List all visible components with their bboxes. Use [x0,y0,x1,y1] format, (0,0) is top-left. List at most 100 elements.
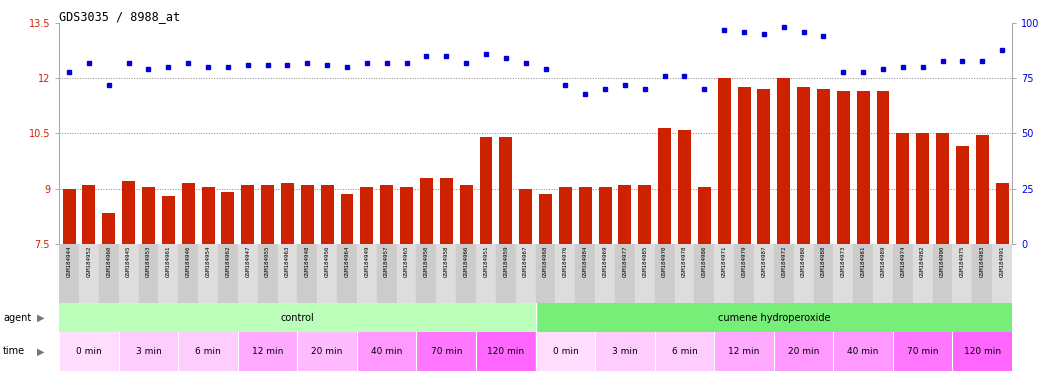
Bar [714,332,773,371]
Bar [794,244,814,303]
Text: GSM184983: GSM184983 [980,246,985,277]
Bar [995,183,1009,244]
Bar [480,137,492,244]
Bar [655,244,675,303]
Bar [536,332,595,371]
Bar [953,244,973,303]
Text: GSM184947: GSM184947 [245,246,250,277]
Bar [992,244,1012,303]
Bar [238,332,297,371]
Text: 120 min: 120 min [963,347,1001,356]
Bar [595,244,614,303]
Bar [694,244,714,303]
Text: GSM184977: GSM184977 [623,246,627,277]
Text: GSM184985: GSM184985 [643,246,648,277]
Text: 3 min: 3 min [136,347,161,356]
Text: 20 min: 20 min [311,347,343,356]
Bar [99,244,118,303]
Bar [956,146,968,244]
Text: GSM184956: GSM184956 [325,246,330,277]
Bar [301,185,313,244]
Bar [218,244,238,303]
Bar [834,244,853,303]
Bar [516,244,536,303]
Bar [262,185,274,244]
Bar [536,244,555,303]
Text: GSM184959: GSM184959 [503,246,509,277]
Bar [377,244,397,303]
Text: GSM184948: GSM184948 [305,246,309,277]
Bar [675,244,694,303]
Text: GSM184991: GSM184991 [1000,246,1005,277]
Text: GSM184965: GSM184965 [404,246,409,277]
Text: GSM184958: GSM184958 [444,246,448,277]
Text: GDS3035 / 8988_at: GDS3035 / 8988_at [59,10,181,23]
Bar [614,244,635,303]
Bar [953,332,1012,371]
Bar [201,187,215,244]
Text: GSM184950: GSM184950 [424,246,429,277]
Text: GSM184988: GSM184988 [821,246,826,277]
Bar [182,183,195,244]
Text: ▶: ▶ [37,313,45,323]
Text: GSM184954: GSM184954 [206,246,211,277]
Text: GSM184989: GSM184989 [880,246,885,277]
Text: GSM184987: GSM184987 [762,246,766,277]
Bar [595,332,655,371]
Text: 12 min: 12 min [252,347,283,356]
Text: GSM184980: GSM184980 [801,246,807,277]
Bar [817,89,830,244]
Text: GSM184962: GSM184962 [225,246,230,277]
Bar [238,244,257,303]
Bar [773,244,794,303]
Bar [476,244,496,303]
Text: GSM184986: GSM184986 [702,246,707,277]
Bar [476,332,536,371]
Text: 20 min: 20 min [788,347,819,356]
Bar [837,91,850,244]
Text: 12 min: 12 min [729,347,760,356]
Bar [558,187,572,244]
Bar [536,303,1012,332]
Bar [179,332,238,371]
Text: GSM184976: GSM184976 [563,246,568,277]
Text: GSM184973: GSM184973 [841,246,846,277]
Bar [555,244,575,303]
Bar [318,244,337,303]
Text: GSM184961: GSM184961 [166,246,171,277]
Bar [717,78,731,244]
Text: agent: agent [3,313,31,323]
Bar [321,185,333,244]
Bar [59,303,536,332]
Text: 6 min: 6 min [195,347,221,356]
Bar [853,244,873,303]
Text: GSM184982: GSM184982 [921,246,925,277]
Bar [400,187,413,244]
Text: GSM184967: GSM184967 [523,246,528,277]
Text: 0 min: 0 min [76,347,102,356]
Text: GSM184968: GSM184968 [543,246,548,277]
Bar [179,244,198,303]
Bar [635,244,655,303]
Bar [519,189,532,244]
Bar [62,189,76,244]
Bar [856,91,870,244]
Text: 70 min: 70 min [431,347,462,356]
Text: GSM184952: GSM184952 [86,246,91,277]
Text: 3 min: 3 min [612,347,637,356]
Text: GSM184953: GSM184953 [146,246,151,277]
Text: control: control [280,313,315,323]
Bar [457,244,476,303]
Bar [655,332,714,371]
Text: GSM184970: GSM184970 [662,246,667,277]
Bar [936,134,949,244]
Bar [814,244,834,303]
Bar [973,244,992,303]
Bar [162,196,174,244]
Bar [976,135,989,244]
Bar [460,185,472,244]
Bar [912,244,932,303]
Bar [440,177,453,244]
Bar [357,244,377,303]
Bar [416,244,436,303]
